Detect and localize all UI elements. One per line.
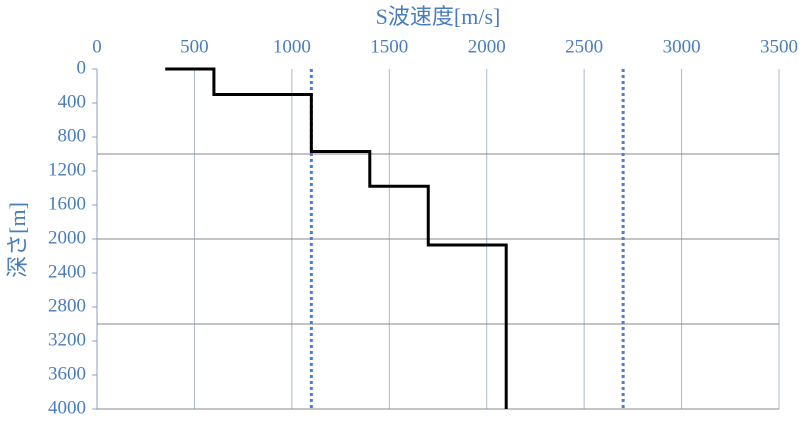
x-tick-label: 3000 bbox=[663, 36, 701, 57]
x-tick-label: 1000 bbox=[273, 36, 311, 57]
y-tick-label: 800 bbox=[58, 125, 87, 146]
x-tick-label: 500 bbox=[180, 36, 209, 57]
y-tick-label: 1200 bbox=[48, 159, 86, 180]
y-tick-label: 0 bbox=[77, 57, 87, 78]
y-tick-label: 3200 bbox=[48, 329, 86, 350]
x-tick-label: 1500 bbox=[370, 36, 408, 57]
y-tick-label: 2000 bbox=[48, 227, 86, 248]
y-tick-label: 400 bbox=[58, 91, 87, 112]
x-axis-title: S波速度[m/s] bbox=[376, 4, 501, 29]
x-tick-label: 2500 bbox=[565, 36, 603, 57]
x-tick-label: 3500 bbox=[760, 36, 798, 57]
y-axis-title: 深さ[m] bbox=[5, 202, 30, 278]
data-line bbox=[165, 67, 508, 409]
x-tick-label: 2000 bbox=[468, 36, 506, 57]
y-tick-label: 2400 bbox=[48, 261, 86, 282]
y-tick-label: 1600 bbox=[48, 193, 86, 214]
y-tick-label: 3600 bbox=[48, 363, 86, 384]
y-tick-label: 2800 bbox=[48, 295, 86, 316]
y-tick-label: 4000 bbox=[48, 397, 86, 418]
x-tick-label: 0 bbox=[92, 36, 102, 57]
